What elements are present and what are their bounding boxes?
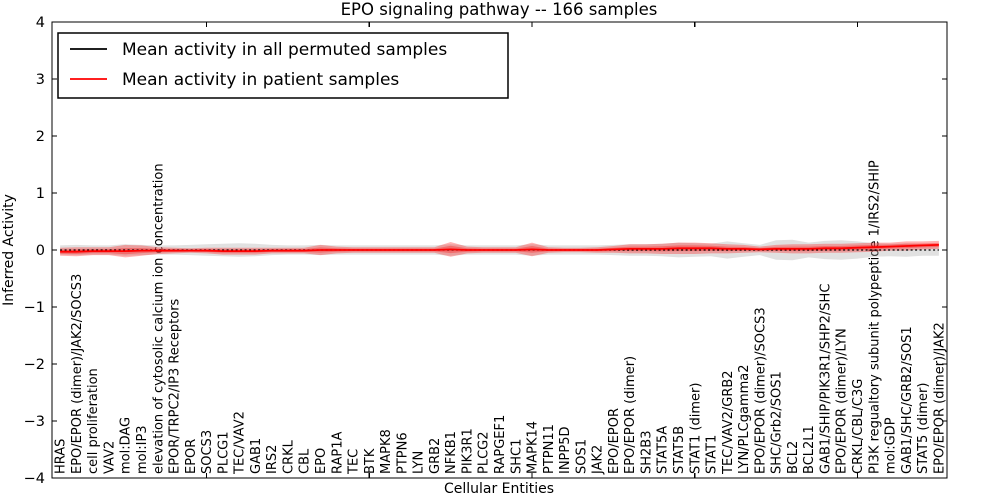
x-tick-label: EPO/EPOR (dimer): [623, 356, 638, 474]
x-tick-label: STAT5 (dimer): [916, 383, 931, 474]
legend-box: [57, 32, 509, 99]
x-tick-label: JAK2: [591, 445, 606, 475]
chart-title: EPO signaling pathway -- 166 samples: [341, 0, 658, 19]
x-tick-label: BCL2: [786, 441, 801, 474]
x-tick-label: IRS2: [265, 445, 280, 474]
patient-mean-line: [60, 244, 939, 253]
x-tick-label: PTPN6: [395, 432, 410, 474]
x-tick-label: SHC1: [509, 439, 524, 474]
x-tick-label: SOCS3: [200, 430, 215, 474]
x-tick-label: EPO/EPOR (dimer)/SOCS3: [753, 307, 768, 474]
x-tick-label: EPOR/TRPC2/IP3 Receptors: [168, 298, 183, 474]
x-tick-label: NFKB1: [444, 431, 459, 474]
x-tick-label: GAB1/SHIP/PIK3R1/SHP2/SHC: [819, 284, 834, 474]
x-axis-label: Cellular Entities: [444, 481, 554, 497]
x-tick-label: STAT1 (dimer): [688, 383, 703, 474]
y-tick-label: −4: [24, 471, 45, 487]
x-tick-label: EPO/EPOR (dimer)/LYN: [835, 328, 850, 474]
x-tick-label: MAPK14: [526, 421, 541, 474]
legend-label-permuted: Mean activity in all permuted samples: [122, 40, 447, 60]
x-tick-label: mol:GDP: [884, 417, 899, 474]
legend-label-patient: Mean activity in patient samples: [122, 70, 399, 90]
x-tick-label: LYN: [412, 451, 427, 474]
y-tick-label: −2: [24, 357, 45, 373]
x-tick-label: GAB1: [249, 438, 264, 474]
y-tick-label: 1: [36, 186, 45, 202]
y-axis-label: Inferred Activity: [1, 194, 17, 306]
axis-ticks: [52, 21, 947, 479]
x-tick-label: PI3K regualtory subunit polypeptide 1/IR…: [867, 160, 882, 474]
y-tick-label: −1: [24, 300, 45, 316]
x-tick-label: RAPGEF1: [493, 415, 508, 474]
x-tick-label: HRAS: [54, 439, 69, 474]
x-tick-label: MAPK8: [379, 429, 394, 474]
x-tick-label: CRKL: [282, 439, 297, 474]
x-tick-label: GAB1/SHC/GRB2/SOS1: [900, 326, 915, 474]
x-tick-label: STAT1: [705, 435, 720, 474]
legend: Mean activity in all permuted samples Me…: [57, 32, 509, 99]
x-tick-label: EPO: [314, 448, 329, 474]
x-tick-label: EPO/EPOR: [607, 408, 622, 474]
x-tick-label: elevation of cytosolic calcium ion conce…: [151, 163, 166, 474]
x-tick-label: EPO/EPOR (dimer)/JAK2/SOCS3: [70, 274, 85, 474]
x-category-labels: HRAS EPO/EPOR (dimer)/JAK2/SOCS3 cell prol…: [54, 160, 948, 475]
x-tick-label: EPOR: [184, 439, 199, 474]
y-tick-label: 4: [36, 15, 45, 31]
x-tick-label: LYN/PLCgamma2: [737, 364, 752, 474]
x-tick-label: TEC/VAV2/GRB2: [721, 370, 736, 475]
x-tick-label: CRKL/CBL/C3G: [851, 379, 866, 474]
x-tick-label: RAP1A: [330, 431, 345, 474]
x-tick-label: SOS1: [574, 439, 589, 474]
y-tick-label: 3: [36, 72, 45, 88]
x-tick-label: PIK3R1: [461, 428, 476, 474]
x-tick-label: SHC/Grb2/SOS1: [770, 371, 785, 474]
x-tick-label: INPP5D: [558, 426, 573, 474]
x-tick-label: VAV2: [103, 441, 118, 474]
x-tick-label: PTPN11: [542, 424, 557, 474]
x-tick-label: GRB2: [428, 438, 443, 474]
x-tick-label: cell proliferation: [86, 368, 101, 474]
x-tick-label: mol:IP3: [135, 425, 150, 474]
x-tick-label: PLCG2: [477, 431, 492, 474]
y-tick-labels: 4 3 2 1 0 −1 −2 −3 −4: [24, 15, 45, 487]
x-tick-label: TEC/VAV2: [233, 411, 248, 475]
y-tick-label: −3: [24, 414, 45, 430]
x-tick-label: STAT5B: [672, 426, 687, 474]
x-tick-label: PLCG1: [216, 431, 231, 474]
mean-activity-lines: [60, 244, 939, 253]
y-tick-label: 0: [36, 243, 45, 259]
x-tick-label: SH2B3: [640, 431, 655, 475]
y-tick-label: 2: [36, 129, 45, 145]
x-tick-label: EPO/EPOR (dimer)/JAK2: [932, 322, 947, 474]
x-tick-label: BTK: [363, 448, 378, 474]
x-tick-label: CBL: [298, 448, 313, 474]
x-tick-label: TEC: [347, 449, 362, 475]
x-tick-label: mol:DAG: [119, 417, 134, 474]
x-tick-label: BCL2L1: [802, 425, 817, 474]
x-tick-label: STAT5A: [656, 426, 671, 474]
